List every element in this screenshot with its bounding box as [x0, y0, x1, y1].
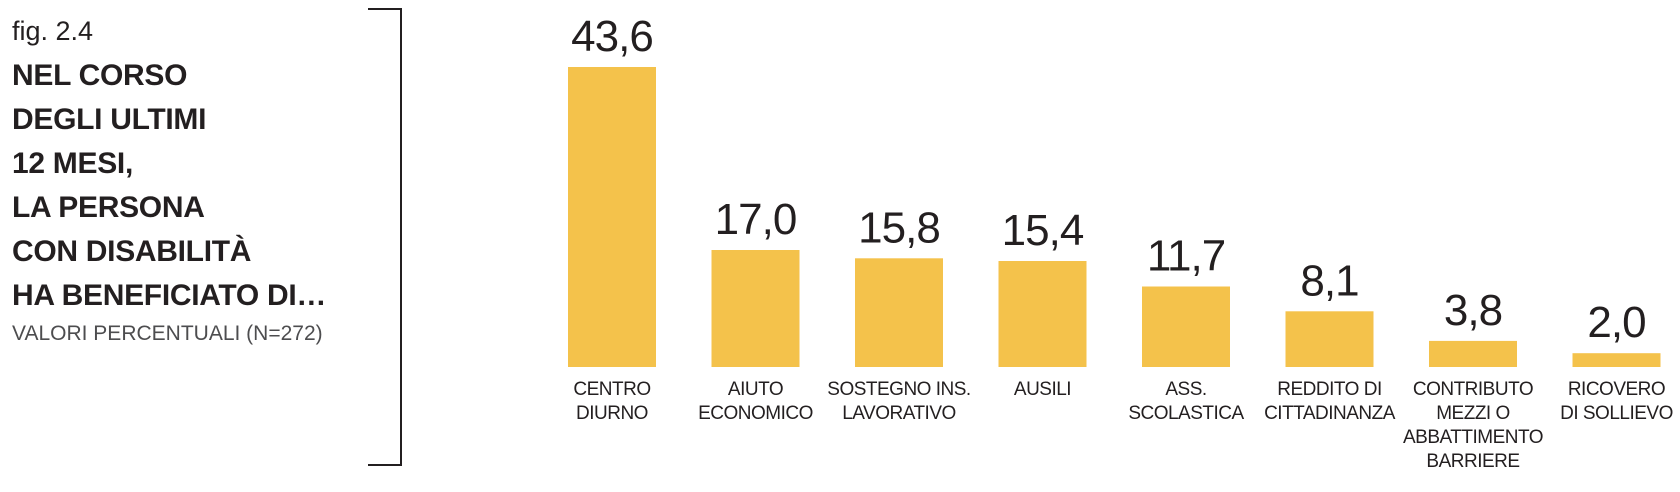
- bar-value-label: 15,8: [858, 203, 940, 252]
- figure-number: fig. 2.4: [12, 16, 94, 46]
- bar: [998, 261, 1087, 367]
- caption-bracket-divider: [368, 8, 402, 466]
- category-label: CONTRIBUTO MEZZI O ABBATTIMENTO BARRIERE: [1403, 379, 1543, 472]
- category-label: SOSTEGNO INS. LAVORATIVO: [827, 379, 970, 424]
- category-label-line: MEZZI O: [1436, 403, 1510, 424]
- category-label-line: CENTRO: [573, 379, 650, 400]
- category-label-line: DI SOLLIEVO: [1560, 403, 1673, 424]
- chart-title-line: CON DISABILITÀ: [12, 235, 252, 268]
- category-label: REDDITO DI CITTADINANZA: [1264, 379, 1396, 424]
- category-label: AIUTO ECONOMICO: [698, 379, 813, 424]
- bar: [1142, 286, 1230, 367]
- figure-caption: fig. 2.4 NEL CORSO DEGLI ULTIMI 12 MESI,…: [12, 14, 372, 348]
- chart-title-line: NEL CORSO: [12, 59, 188, 92]
- bar: [1572, 353, 1661, 367]
- category-label-line: ABBATTIMENTO: [1403, 427, 1543, 448]
- chart-title: NEL CORSO DEGLI ULTIMI 12 MESI, LA PERSO…: [12, 54, 372, 318]
- bar: [568, 67, 656, 367]
- category-label: AUSILI: [1014, 379, 1071, 400]
- category-label-line: RICOVERO: [1568, 379, 1665, 400]
- category-label-line: AUSILI: [1014, 379, 1071, 400]
- chart-title-line: DEGLI ULTIMI: [12, 103, 207, 136]
- bar: [1285, 311, 1374, 367]
- bar: [1429, 340, 1517, 367]
- category-label: RICOVERO DI SOLLIEVO: [1560, 379, 1673, 424]
- category-label-line: ECONOMICO: [698, 403, 813, 424]
- category-label-line: AIUTO: [728, 379, 783, 400]
- chart-title-line: 12 MESI,: [12, 147, 133, 180]
- category-label: ASS. SCOLASTICA: [1128, 379, 1244, 424]
- chart-title-line: HA BENEFICIATO DI…: [12, 279, 327, 312]
- category-label-line: DIURNO: [576, 403, 648, 424]
- category-label-line: CONTRIBUTO: [1413, 379, 1533, 400]
- category-label-line: LAVORATIVO: [842, 403, 956, 424]
- bar-value-label: 2,0: [1587, 298, 1645, 347]
- bar: [711, 250, 800, 367]
- category-label-line: SOSTEGNO INS.: [827, 379, 970, 400]
- category-label-line: BARRIERE: [1426, 451, 1519, 472]
- bar-value-label: 43,6: [571, 12, 653, 61]
- bar-value-label: 3,8: [1444, 286, 1502, 335]
- bar-value-label: 11,7: [1147, 232, 1225, 281]
- category-label: CENTRO DIURNO: [573, 379, 650, 424]
- category-label-line: REDDITO DI: [1277, 379, 1381, 400]
- bar-value-label: 8,1: [1300, 256, 1358, 305]
- bar-value-label: 17,0: [715, 195, 797, 244]
- category-label-line: SCOLASTICA: [1128, 403, 1244, 424]
- category-label-line: ASS.: [1165, 379, 1206, 400]
- bar-value-label: 15,4: [1002, 206, 1084, 255]
- bar: [855, 258, 943, 367]
- chart-title-line: LA PERSONA: [12, 191, 205, 224]
- chart-subtitle: VALORI PERCENTUALI (N=272): [12, 322, 323, 345]
- category-label-line: CITTADINANZA: [1264, 403, 1396, 424]
